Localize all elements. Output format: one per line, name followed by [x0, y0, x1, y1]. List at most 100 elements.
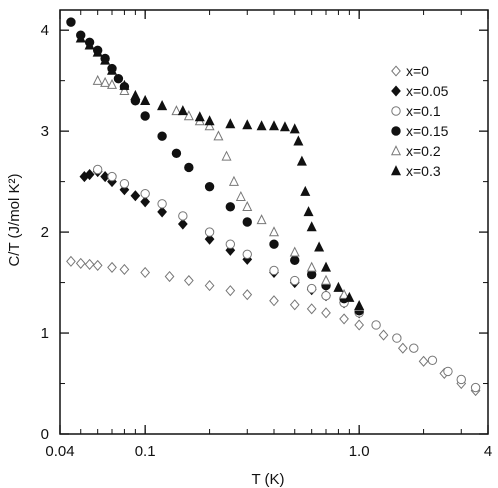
- legend-label-x=0.1: x=0.1: [406, 103, 441, 119]
- point-x=0.3-15: [268, 120, 280, 131]
- point-x=0.1-20: [456, 374, 466, 385]
- point-x=0.3-14: [256, 120, 267, 131]
- x-tick-label-1: 0.1: [135, 443, 156, 460]
- point-x=0.1-4: [157, 199, 167, 209]
- point-x=0.2-11: [213, 130, 224, 141]
- point-x=0.3-23: [314, 241, 325, 252]
- point-x=0-11: [242, 289, 253, 301]
- legend-marker-x=0.1: [391, 106, 401, 116]
- point-x=0.3-21: [303, 206, 314, 217]
- point-x=0-10: [225, 285, 236, 297]
- point-x=0.1-12: [321, 290, 331, 301]
- point-x=0-20: [418, 355, 429, 367]
- point-x=0.1-1: [107, 171, 117, 182]
- point-x=0.15-16: [269, 239, 279, 249]
- point-x=0-12: [269, 295, 279, 307]
- point-x=0.05-7: [140, 196, 151, 208]
- legend: x=0 x=0.05 x=0.1 x=0.15 x=0.2 x=0.3: [390, 63, 449, 179]
- series-x=0.3: [75, 32, 365, 310]
- point-x=0.3-8: [157, 100, 168, 111]
- legend-marker-x=0.3: [390, 165, 402, 176]
- point-x=0.3-12: [225, 118, 236, 129]
- point-x=0.3-9: [177, 105, 188, 116]
- point-x=0.1-15: [371, 320, 381, 330]
- point-x=0.3-3: [100, 54, 111, 65]
- point-x=0.05-9: [177, 218, 188, 230]
- point-x=0.05-8: [157, 206, 167, 218]
- legend-label-x=0.15: x=0.15: [406, 123, 449, 139]
- point-x=0.05-1: [84, 168, 95, 181]
- point-x=0-4: [107, 261, 117, 273]
- point-x=0.15-9: [140, 111, 150, 121]
- y-axis-label: C/T (J/mol K²): [6, 173, 23, 266]
- point-x=0-16: [339, 313, 349, 325]
- legend-marker-x=0.2: [390, 145, 402, 156]
- point-x=0-6: [140, 266, 151, 279]
- point-x=0.1-3: [140, 189, 150, 199]
- point-x=0.05-6: [130, 190, 141, 202]
- point-x=0.2-0: [92, 74, 103, 85]
- x-tick-label-2: 1.0: [349, 443, 370, 460]
- point-x=0.1-17: [409, 343, 419, 353]
- point-x=0.2-17: [268, 226, 280, 237]
- point-x=0.2-15: [242, 201, 253, 212]
- point-x=0.3-1: [84, 39, 95, 50]
- point-x=0.1-0: [92, 164, 103, 175]
- point-x=0.3-17: [289, 123, 300, 134]
- series-x=0: [66, 255, 481, 397]
- legend-marker-x=0.15: [391, 126, 401, 136]
- point-x=0.2-14: [235, 190, 246, 201]
- legend-label-x=0.2: x=0.2: [406, 143, 441, 159]
- point-x=0.1-18: [427, 355, 438, 366]
- x-tick-label-3: 4: [484, 443, 492, 460]
- point-x=0.1-19: [443, 366, 453, 377]
- point-x=0.3-2: [92, 46, 103, 57]
- point-x=0.2-7: [171, 105, 182, 116]
- point-x=0.2-19: [306, 261, 317, 272]
- point-x=0.3-6: [130, 89, 141, 101]
- point-x=0.3-20: [300, 185, 311, 196]
- point-x=0.3-24: [321, 261, 332, 272]
- point-x=0-1: [75, 257, 86, 269]
- point-x=0.1-11: [306, 283, 317, 294]
- y-axis: 0 1 2 3 4: [41, 22, 488, 443]
- point-x=0-13: [289, 299, 300, 311]
- point-x=0.2-12: [221, 150, 232, 161]
- point-x=0.3-7: [140, 95, 151, 106]
- point-x=0.15-0: [66, 17, 76, 27]
- y-tick-label-4: 4: [41, 22, 49, 39]
- legend-label-x=0.05: x=0.05: [406, 83, 449, 99]
- series-x=0.1: [92, 164, 481, 393]
- legend-label-x=0: x=0: [406, 63, 429, 79]
- point-x=0-17: [354, 319, 365, 331]
- point-x=0.2-18: [289, 246, 300, 257]
- point-x=0.3-11: [204, 115, 215, 126]
- point-x=0-5: [119, 263, 130, 276]
- point-x=0.3-19: [296, 155, 307, 166]
- point-x=0.3-25: [333, 281, 344, 292]
- x-axis-label: T (K): [251, 471, 284, 488]
- point-x=0-8: [183, 274, 194, 287]
- point-x=0-18: [378, 329, 389, 341]
- point-x=0.15-14: [225, 202, 236, 212]
- x-tick-label-0: 0.04: [45, 443, 74, 460]
- point-x=0-19: [397, 342, 408, 354]
- point-x=0.1-9: [269, 265, 279, 276]
- point-x=0.1-16: [392, 333, 402, 343]
- point-x=0.2-20: [321, 274, 332, 285]
- point-x=0-14: [306, 303, 317, 315]
- legend-label-x=0.3: x=0.3: [406, 163, 441, 179]
- point-x=0.15-10: [157, 131, 167, 141]
- point-x=0.2-2: [107, 78, 118, 89]
- point-x=0.3-26: [344, 291, 355, 302]
- point-x=0.1-6: [204, 227, 215, 237]
- point-x=0.3-27: [354, 299, 365, 310]
- point-x=0.2-3: [119, 84, 130, 95]
- point-x=0.2-10: [204, 120, 215, 131]
- point-x=0.3-16: [279, 121, 290, 132]
- series-layer: [66, 17, 481, 397]
- point-x=0.1-7: [225, 239, 236, 249]
- point-x=0-15: [321, 307, 331, 319]
- point-x=0-3: [92, 259, 103, 271]
